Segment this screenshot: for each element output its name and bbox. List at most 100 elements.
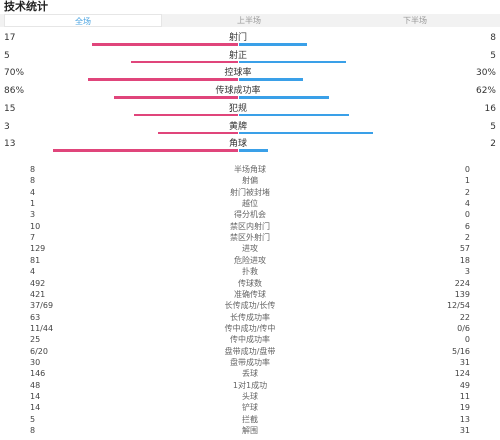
away-cell: 57 [459, 244, 470, 254]
home-value: 5 [4, 50, 10, 61]
away-bar [239, 78, 304, 81]
stat-label: 黄牌 [228, 121, 247, 132]
away-cell: 5/16 [452, 346, 470, 356]
home-value: 17 [4, 33, 16, 43]
home-bar [131, 60, 238, 64]
away-value: 5 [490, 121, 496, 132]
stat-name: 危险进攻 [234, 255, 266, 265]
home-cell: 25 [30, 335, 41, 345]
stat-label: 传球成功率 [215, 86, 261, 97]
stat-name: 进攻 [242, 244, 258, 254]
home-cell: 421 [30, 289, 46, 299]
home-bar [88, 78, 238, 81]
home-cell: 4 [30, 187, 36, 197]
stat-name: 传球数 [238, 278, 262, 288]
away-cell: 19 [459, 403, 470, 413]
home-cell: 63 [30, 312, 41, 322]
home-cell: 48 [30, 380, 41, 390]
stat-name: 解围 [242, 426, 258, 436]
home-cell: 4 [30, 267, 36, 277]
home-bar [113, 96, 238, 99]
stat-name: 准确传球 [234, 289, 266, 299]
stat-name: 1对1成功 [232, 380, 268, 390]
away-cell: 224 [454, 278, 470, 288]
stat-name: 半场角球 [234, 165, 266, 174]
home-cell: 1 [30, 199, 36, 209]
stat-label: 角球 [228, 139, 247, 150]
home-value: 70% [4, 68, 25, 79]
stat-name: 传中成功/传中 [224, 323, 276, 333]
away-cell: 22 [459, 312, 470, 322]
stat-label: 射门 [228, 33, 247, 43]
stat-name: 禁区内射门 [230, 221, 270, 231]
away-value: 30% [475, 68, 496, 79]
away-cell: 0 [464, 165, 470, 174]
stat-name: 盘带成功率 [230, 357, 270, 367]
stat-name: 头球 [242, 392, 258, 401]
home-cell: 492 [30, 278, 46, 288]
away-cell: 31 [459, 357, 470, 367]
tab[interactable]: 下半场 [403, 16, 427, 25]
home-cell: 8 [30, 176, 36, 186]
away-cell: 2 [464, 233, 470, 243]
home-bar [92, 43, 238, 46]
away-cell: 49 [459, 380, 470, 390]
home-cell: 3 [30, 210, 36, 220]
stat-label: 射正 [228, 50, 247, 61]
home-cell: 6/20 [30, 346, 48, 356]
home-cell: 7 [30, 233, 36, 243]
stat-name: 长传成功/长传 [224, 301, 276, 311]
stat-name: 得分机会 [234, 210, 266, 220]
away-cell: 2 [464, 187, 470, 197]
tab[interactable]: 全场 [4, 14, 162, 27]
home-value: 13 [4, 139, 16, 150]
home-cell: 14 [30, 392, 41, 401]
stat-name: 越位 [242, 199, 258, 209]
away-cell: 124 [454, 369, 470, 379]
home-value: 3 [4, 121, 10, 132]
away-cell: 0 [464, 335, 470, 345]
away-cell: 13 [459, 414, 470, 424]
stat-name: 禁区外射门 [230, 233, 270, 243]
stat-name: 扑救 [242, 267, 258, 277]
home-value: 15 [4, 103, 16, 114]
stat-name: 长传成功率 [230, 312, 270, 322]
away-cell: 1 [464, 176, 470, 186]
stat-name: 铲球 [242, 403, 258, 413]
away-cell: 4 [464, 199, 470, 209]
home-cell: 146 [30, 369, 46, 379]
stat-name: 盘带成功/盘带 [224, 346, 276, 356]
home-cell: 30 [30, 357, 41, 367]
away-value: 8 [490, 33, 496, 43]
home-cell: 10 [30, 221, 41, 231]
tab[interactable]: 上半场 [237, 16, 261, 25]
home-value: 86% [4, 86, 25, 97]
stat-name: 丢球 [242, 369, 258, 379]
away-bar [239, 96, 329, 99]
home-bar [134, 113, 238, 117]
away-value: 16 [484, 103, 496, 114]
away-cell: 18 [459, 255, 470, 265]
away-cell: 139 [454, 289, 470, 299]
away-value: 5 [490, 50, 496, 61]
away-bar [239, 43, 308, 46]
title: 技术统计 [4, 0, 48, 13]
home-cell: 11/44 [30, 323, 54, 333]
home-bar [157, 131, 238, 134]
away-cell: 0 [464, 210, 470, 220]
stat-name: 射偏 [242, 176, 258, 186]
stat-name: 传中成功率 [230, 335, 270, 345]
away-bar [239, 131, 373, 134]
away-cell: 12/54 [446, 301, 470, 311]
away-bar [239, 60, 346, 64]
home-cell: 8 [30, 165, 36, 174]
home-cell: 129 [30, 244, 46, 254]
home-bar [52, 149, 238, 152]
stat-name: 射门被封堵 [230, 187, 270, 197]
away-cell: 31 [459, 426, 470, 436]
away-cell: 11 [459, 392, 470, 401]
away-bar [239, 149, 268, 152]
stat-label: 控球率 [224, 68, 252, 79]
away-cell: 3 [464, 267, 470, 277]
